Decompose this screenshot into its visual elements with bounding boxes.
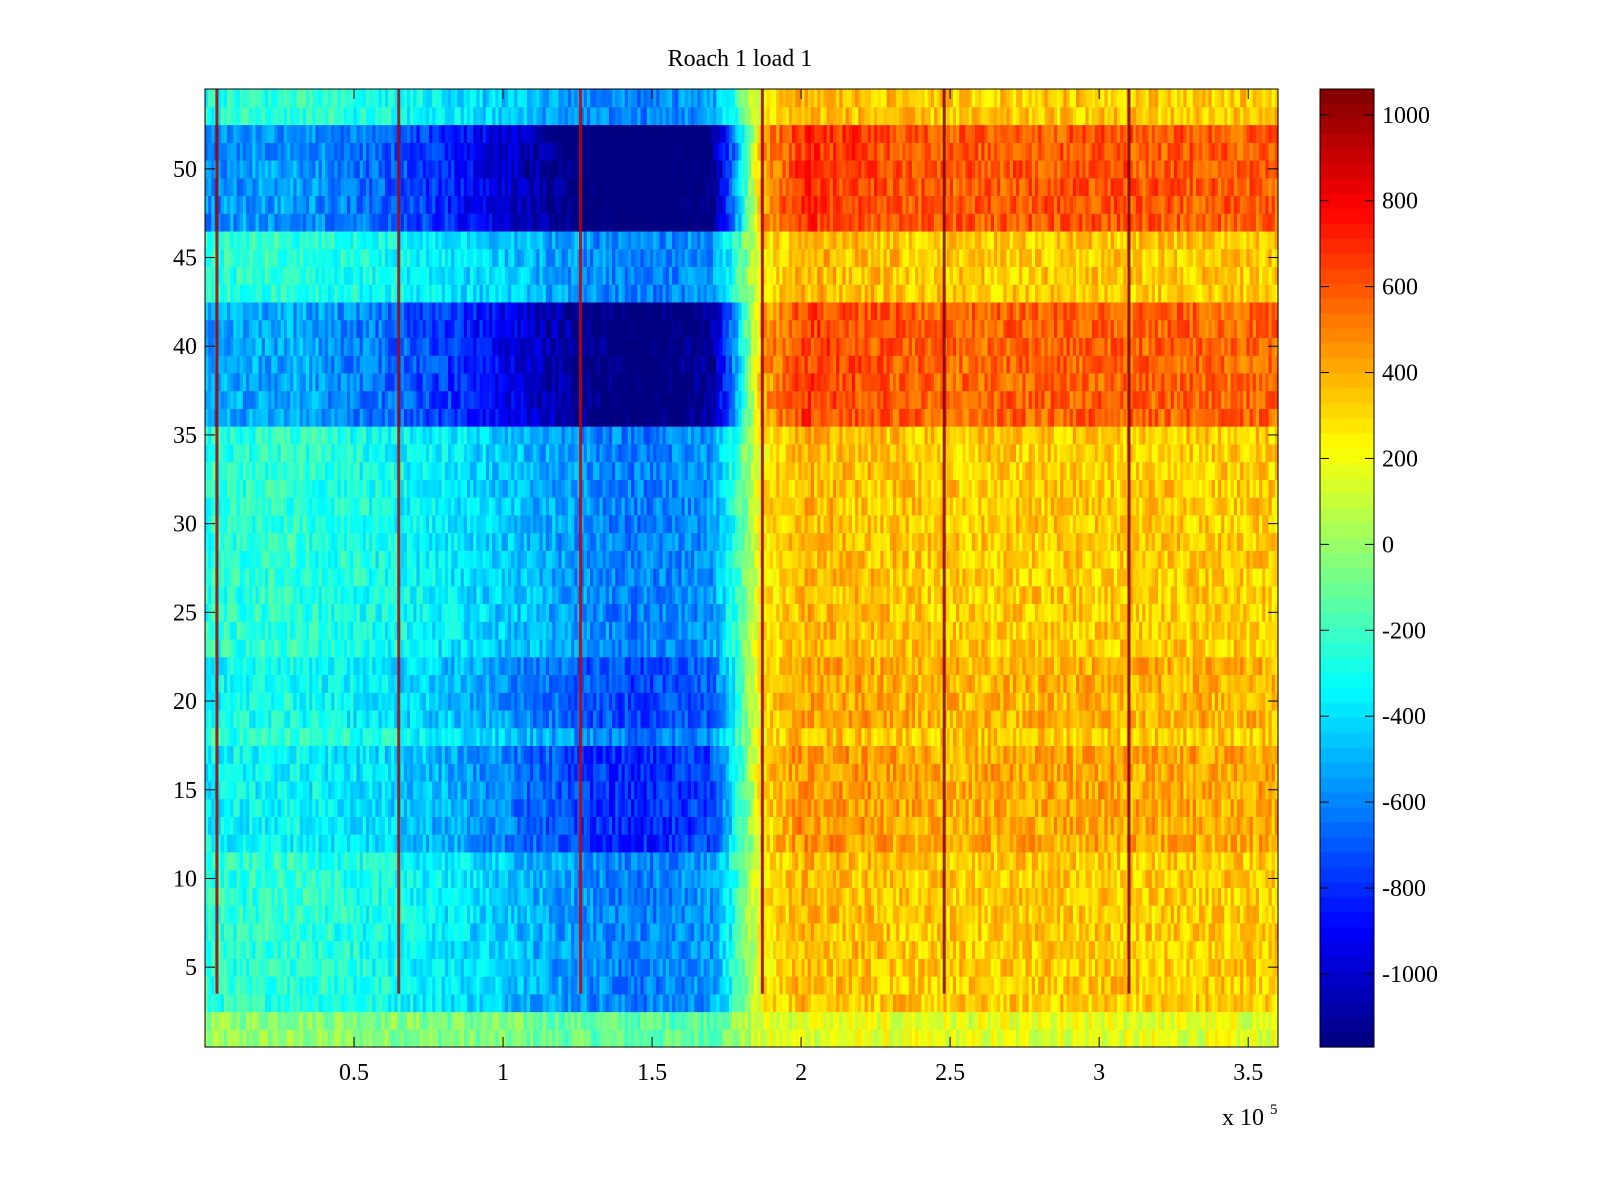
heatmap-figure: Roach 1 load 1 0.5 1 1.5 2 2.5 3 3.5 510152025… — [0, 0, 1600, 1200]
heatmap-row — [205, 905, 1279, 923]
heatmap-cells — [205, 89, 1279, 1048]
heatmap-row — [205, 976, 1279, 994]
chart-title: Roach 1 load 1 — [668, 46, 813, 72]
heatmap-row — [205, 958, 1279, 976]
heatmap-row — [205, 887, 1279, 905]
heatmap-row — [205, 1029, 1279, 1047]
heatmap-row — [205, 941, 1279, 959]
heatmap-row — [205, 870, 1279, 888]
heatmap-row — [205, 1012, 1279, 1030]
heatmap-row — [205, 994, 1279, 1012]
heatmap-row — [205, 923, 1279, 941]
